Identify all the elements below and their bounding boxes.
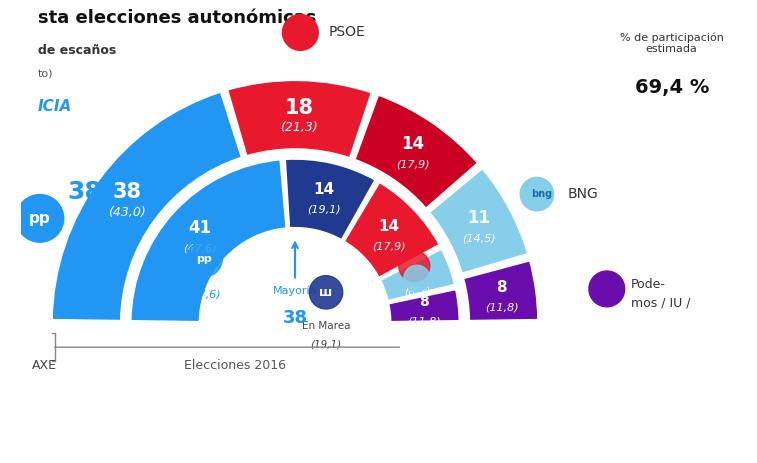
Text: (19,1): (19,1)	[307, 205, 341, 215]
Text: (43,0): (43,0)	[108, 206, 146, 219]
Text: sta elecciones autonómicas: sta elecciones autonómicas	[38, 8, 316, 26]
Text: 11: 11	[468, 209, 491, 227]
Text: 14: 14	[313, 182, 335, 197]
Text: Pode-: Pode-	[631, 278, 665, 291]
Text: 38: 38	[282, 309, 307, 327]
Text: 8: 8	[419, 294, 429, 309]
Circle shape	[589, 271, 625, 307]
Text: ICIA: ICIA	[38, 99, 72, 114]
Wedge shape	[130, 159, 287, 322]
Text: (43,0): (43,0)	[67, 242, 104, 255]
Wedge shape	[344, 182, 440, 278]
Text: mos / IU /: mos / IU /	[631, 297, 690, 310]
Text: Mayoría: Mayoría	[273, 285, 317, 296]
Text: (21,3): (21,3)	[280, 121, 318, 134]
Text: to): to)	[38, 68, 53, 78]
Text: PSOE: PSOE	[329, 25, 366, 39]
Text: 18: 18	[285, 98, 313, 118]
Text: (14,5): (14,5)	[463, 233, 496, 243]
Circle shape	[186, 241, 223, 277]
Wedge shape	[51, 92, 242, 321]
Text: (17,9): (17,9)	[396, 159, 430, 169]
Text: (8,3): (8,3)	[403, 287, 430, 296]
Text: bng: bng	[531, 189, 553, 199]
Wedge shape	[388, 289, 459, 322]
Text: 38: 38	[113, 182, 142, 202]
Text: % de participación
estimada: % de participación estimada	[620, 32, 724, 55]
Circle shape	[282, 14, 318, 50]
Text: BNG: BNG	[568, 187, 599, 201]
Text: (17,9): (17,9)	[372, 241, 406, 251]
Text: (19,1): (19,1)	[310, 340, 341, 350]
Text: 6: 6	[412, 264, 422, 278]
Text: pp: pp	[29, 211, 51, 226]
Text: En Marea: En Marea	[302, 321, 350, 331]
Circle shape	[403, 265, 430, 291]
Text: (11,8): (11,8)	[407, 317, 441, 327]
Wedge shape	[285, 159, 375, 240]
Text: 8: 8	[497, 280, 507, 295]
Text: 14: 14	[378, 219, 400, 234]
Wedge shape	[429, 168, 528, 274]
Text: de escaños: de escaños	[38, 44, 116, 57]
Wedge shape	[463, 260, 538, 321]
Circle shape	[399, 250, 430, 282]
Text: Elecciones 2016: Elecciones 2016	[185, 359, 286, 372]
Text: 38: 38	[68, 180, 102, 204]
Wedge shape	[354, 95, 478, 209]
Text: (11,8): (11,8)	[485, 303, 519, 313]
Text: pp: pp	[197, 254, 212, 264]
Wedge shape	[380, 249, 455, 301]
Text: AXE: AXE	[32, 359, 58, 372]
Text: (47,6): (47,6)	[183, 243, 217, 253]
Text: 41: 41	[188, 219, 211, 237]
Circle shape	[520, 177, 553, 211]
Circle shape	[310, 275, 343, 309]
Circle shape	[16, 194, 64, 242]
Text: ш: ш	[319, 286, 332, 299]
Wedge shape	[227, 80, 372, 158]
Text: 14: 14	[401, 135, 425, 153]
Text: 69,4 %: 69,4 %	[634, 78, 709, 97]
Text: (47,6): (47,6)	[188, 290, 221, 300]
